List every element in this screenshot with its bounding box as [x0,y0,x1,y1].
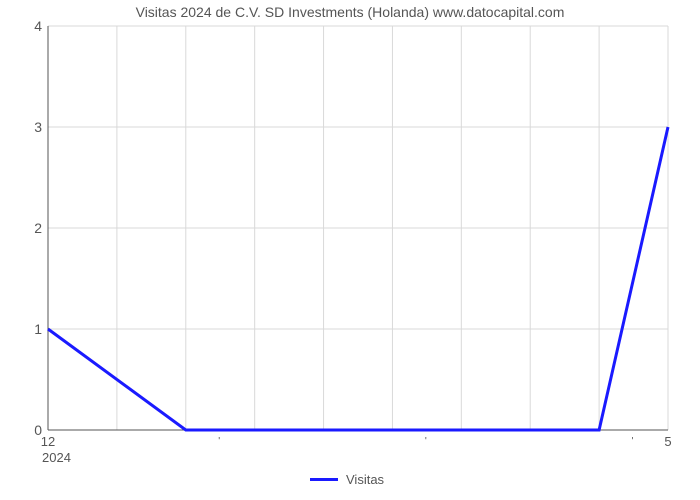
x-minor-tick: ' [632,436,634,447]
legend: Visitas [310,472,384,487]
x-minor-tick: ' [425,436,427,447]
chart-title: Visitas 2024 de C.V. SD Investments (Hol… [0,4,700,20]
x-minor-tick: ' [218,436,220,447]
x-sub-left: 2024 [42,450,71,465]
y-tick-label: 2 [30,220,42,236]
y-tick-label: 1 [30,321,42,337]
chart-container: Visitas 2024 de C.V. SD Investments (Hol… [0,0,700,500]
x-tick-left: 12 [41,434,55,449]
y-tick-label: 4 [30,18,42,34]
legend-swatch [310,478,338,481]
x-tick-right: 5 [664,434,671,449]
legend-label: Visitas [346,472,384,487]
y-tick-label: 3 [30,119,42,135]
chart-plot [48,26,668,430]
